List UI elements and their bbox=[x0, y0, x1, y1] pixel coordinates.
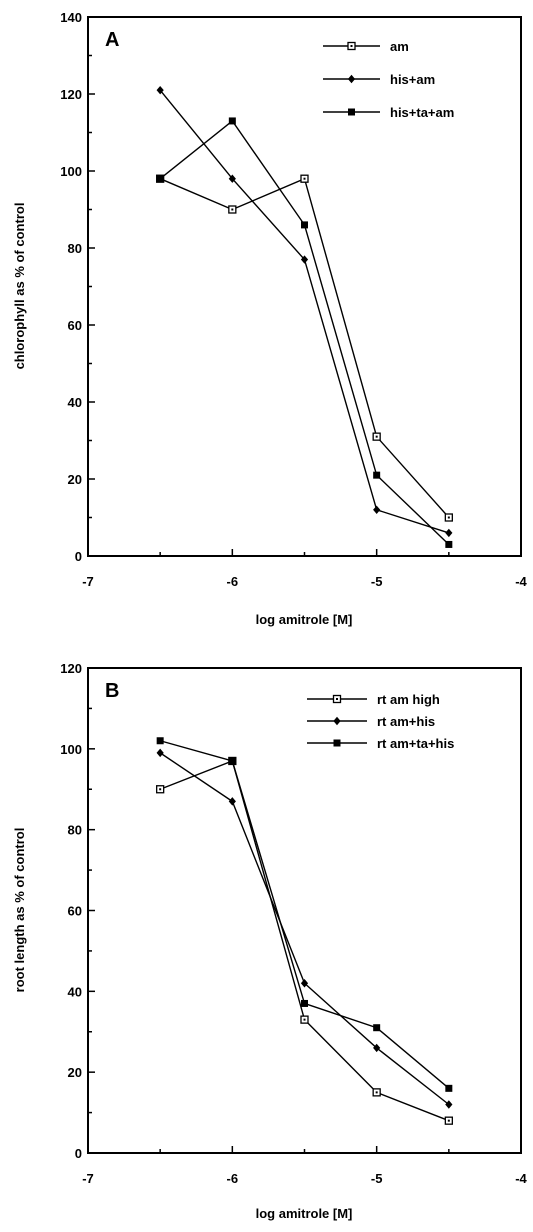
y-tick-label: 100 bbox=[60, 742, 82, 757]
legend-item: rt am+ta+his bbox=[307, 736, 454, 751]
series-his-am bbox=[156, 85, 453, 538]
data-point bbox=[156, 85, 164, 95]
data-point bbox=[228, 174, 236, 183]
legend-label: am bbox=[390, 39, 409, 54]
data-point bbox=[301, 999, 308, 1007]
data-point bbox=[300, 255, 309, 264]
y-tick-label: 40 bbox=[68, 395, 82, 410]
legend: rt am high rt am+his rt am+ta+his bbox=[307, 692, 454, 751]
y-tick-label: 80 bbox=[68, 823, 82, 838]
legend-label: rt am+his bbox=[377, 714, 435, 729]
legend-marker bbox=[333, 716, 341, 726]
x-tick-label: -5 bbox=[371, 574, 383, 589]
series-line bbox=[159, 740, 450, 1089]
legend-marker bbox=[347, 74, 356, 84]
data-point bbox=[373, 471, 381, 479]
data-point bbox=[445, 1084, 453, 1092]
data-point-center bbox=[447, 1119, 450, 1122]
data-point-center bbox=[159, 788, 162, 791]
x-tick-label: -4 bbox=[515, 574, 527, 589]
legend-item: rt am high bbox=[307, 692, 440, 707]
legend-marker-center bbox=[336, 698, 338, 700]
data-point bbox=[156, 748, 164, 758]
y-tick-label: 100 bbox=[60, 164, 82, 179]
y-axis-title: chlorophyll as % of control bbox=[12, 203, 27, 370]
legend-label: his+am bbox=[390, 72, 435, 87]
data-point bbox=[301, 221, 308, 229]
data-point-center bbox=[447, 516, 450, 519]
series-line bbox=[159, 119, 450, 545]
data-point bbox=[228, 757, 236, 765]
x-tick-label: -5 bbox=[371, 1171, 383, 1186]
data-point bbox=[445, 528, 453, 538]
y-tick-label: 120 bbox=[60, 661, 82, 676]
y-tick-label: 80 bbox=[68, 241, 82, 256]
y-tick-label: 0 bbox=[75, 549, 82, 564]
series-rt-am-high bbox=[156, 756, 453, 1125]
legend-marker bbox=[348, 108, 355, 116]
y-tick-label: 20 bbox=[68, 472, 82, 487]
data-point bbox=[156, 175, 164, 183]
y-tick-label: 120 bbox=[60, 87, 82, 102]
x-tick-label: -4 bbox=[515, 1171, 527, 1186]
data-point bbox=[373, 1024, 381, 1032]
y-tick-label: 60 bbox=[68, 904, 82, 919]
data-point-center bbox=[375, 435, 378, 438]
legend-label: his+ta+am bbox=[390, 105, 454, 120]
data-point-center bbox=[303, 1018, 306, 1021]
data-point bbox=[300, 979, 309, 988]
legend-marker bbox=[333, 739, 341, 747]
x-tick-label: -6 bbox=[227, 574, 239, 589]
plot-frame bbox=[87, 16, 522, 557]
y-tick-label: 0 bbox=[75, 1146, 82, 1161]
x-tick-label: -7 bbox=[82, 574, 94, 589]
data-point bbox=[228, 117, 236, 125]
series-line bbox=[159, 89, 450, 534]
x-axis-title: log amitrole [M] bbox=[256, 1206, 353, 1221]
x-tick-label: -6 bbox=[227, 1171, 239, 1186]
legend-label: rt am high bbox=[377, 692, 440, 707]
legend-item: am bbox=[323, 39, 409, 54]
data-point-center bbox=[303, 177, 306, 180]
y-tick-label: 20 bbox=[68, 1065, 82, 1080]
data-point-center bbox=[231, 208, 234, 211]
plot-frame bbox=[87, 667, 522, 1154]
x-tick-label: -7 bbox=[82, 1171, 94, 1186]
y-axis-title: root length as % of control bbox=[12, 828, 27, 993]
y-tick-label: 140 bbox=[60, 10, 82, 25]
y-tick-label: 40 bbox=[68, 984, 82, 999]
data-point bbox=[373, 505, 381, 514]
data-point bbox=[228, 797, 236, 806]
y-tick-label: 60 bbox=[68, 318, 82, 333]
series-his-ta-am bbox=[156, 117, 453, 548]
data-point bbox=[156, 737, 164, 745]
data-point bbox=[373, 1043, 381, 1053]
x-axis-title: log amitrole [M] bbox=[256, 612, 353, 627]
panel-label: A bbox=[105, 29, 119, 51]
series-rt-am-ta-his bbox=[156, 737, 453, 1092]
data-point bbox=[445, 1100, 453, 1109]
legend-marker-center bbox=[350, 45, 353, 47]
legend-item: his+am bbox=[323, 72, 435, 87]
data-point bbox=[445, 540, 453, 548]
legend-item: rt am+his bbox=[307, 714, 435, 729]
series-line bbox=[159, 760, 450, 1122]
series-line bbox=[159, 177, 450, 518]
data-point-center bbox=[375, 1091, 378, 1094]
legend-label: rt am+ta+his bbox=[377, 736, 454, 751]
legend-item: his+ta+am bbox=[323, 105, 454, 120]
series-rt-am-his bbox=[156, 748, 453, 1109]
legend: am his+am his+ta+am bbox=[323, 39, 454, 120]
panel-a: A 0 20 40 60 80 100 120 140 -7 -6 -5 -4 am his+am his… bbox=[12, 10, 528, 627]
panel-label: B bbox=[105, 680, 119, 702]
